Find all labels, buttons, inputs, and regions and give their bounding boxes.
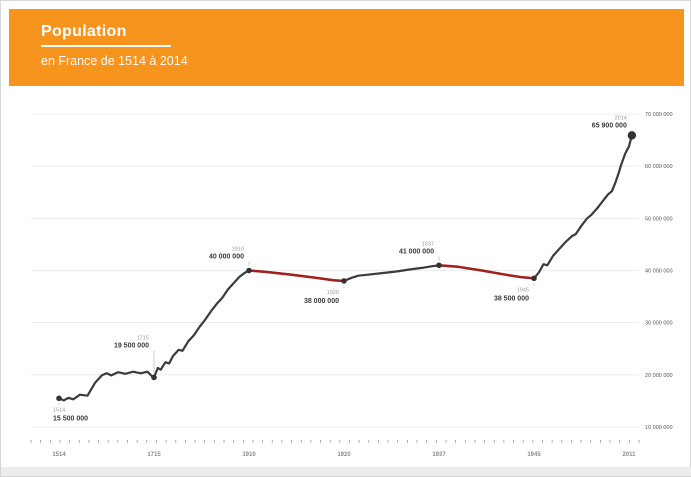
chart-card: 70 000 000 60 000 000 50 000 000 40 000 000… [9,86,684,469]
data-point-value: 41 000 000 [399,248,434,255]
data-point [531,275,537,282]
data-point [151,374,157,381]
x-axis-year-label: 1910 [242,452,256,458]
x-axis-year-label: 1920 [337,452,351,458]
data-point [436,262,442,269]
data-point-year: 1514 [53,407,65,413]
data-point-value: 65 900 000 [592,122,627,129]
y-axis-label: 20 000 000 [645,373,673,379]
page-title: Population [41,23,127,40]
y-axis-label: 40 000 000 [645,268,673,274]
data-point-year: 1945 [517,287,529,293]
data-point-value: 15 500 000 [53,415,88,422]
y-axis-label: 50 000 000 [645,216,673,222]
data-point [56,395,62,402]
data-point-value: 40 000 000 [209,253,244,260]
population-line [57,134,634,402]
x-axis-year-label: 2011 [622,452,636,458]
decline-segment [437,264,536,280]
data-point-value: 19 500 000 [114,342,149,349]
y-axis-label: 70 000 000 [645,112,673,118]
data-point [341,278,347,284]
x-axis-year-label: 1945 [527,452,541,458]
y-axis-label: 60 000 000 [645,164,673,170]
y-axis-label: 30 000 000 [645,321,673,327]
population-chart: 70 000 000 60 000 000 50 000 000 40 000 000… [30,112,673,458]
data-point-year: 2014 [615,115,627,121]
data-point-value: 38 000 000 [304,298,339,305]
data-point-year: 1715 [137,335,149,341]
x-axis-year-label: 1514 [52,452,66,458]
y-axis-label: 10 000 000 [645,425,673,431]
x-axis-year-label: 1937 [432,452,446,458]
data-point [246,267,252,274]
decline-segment [247,269,346,283]
data-point [627,131,637,140]
title-underline [41,45,171,47]
data-point-year: 1910 [232,246,244,252]
data-point-year: 1937 [422,241,434,247]
header-band: Population en France de 1514 à 2014 [9,9,684,86]
data-point-value: 38 500 000 [494,295,529,302]
x-axis-year-label: 1715 [147,452,161,458]
page-subtitle: en France de 1514 à 2014 [41,54,188,68]
data-point-year: 1920 [327,290,339,296]
footer-strip [1,467,691,476]
